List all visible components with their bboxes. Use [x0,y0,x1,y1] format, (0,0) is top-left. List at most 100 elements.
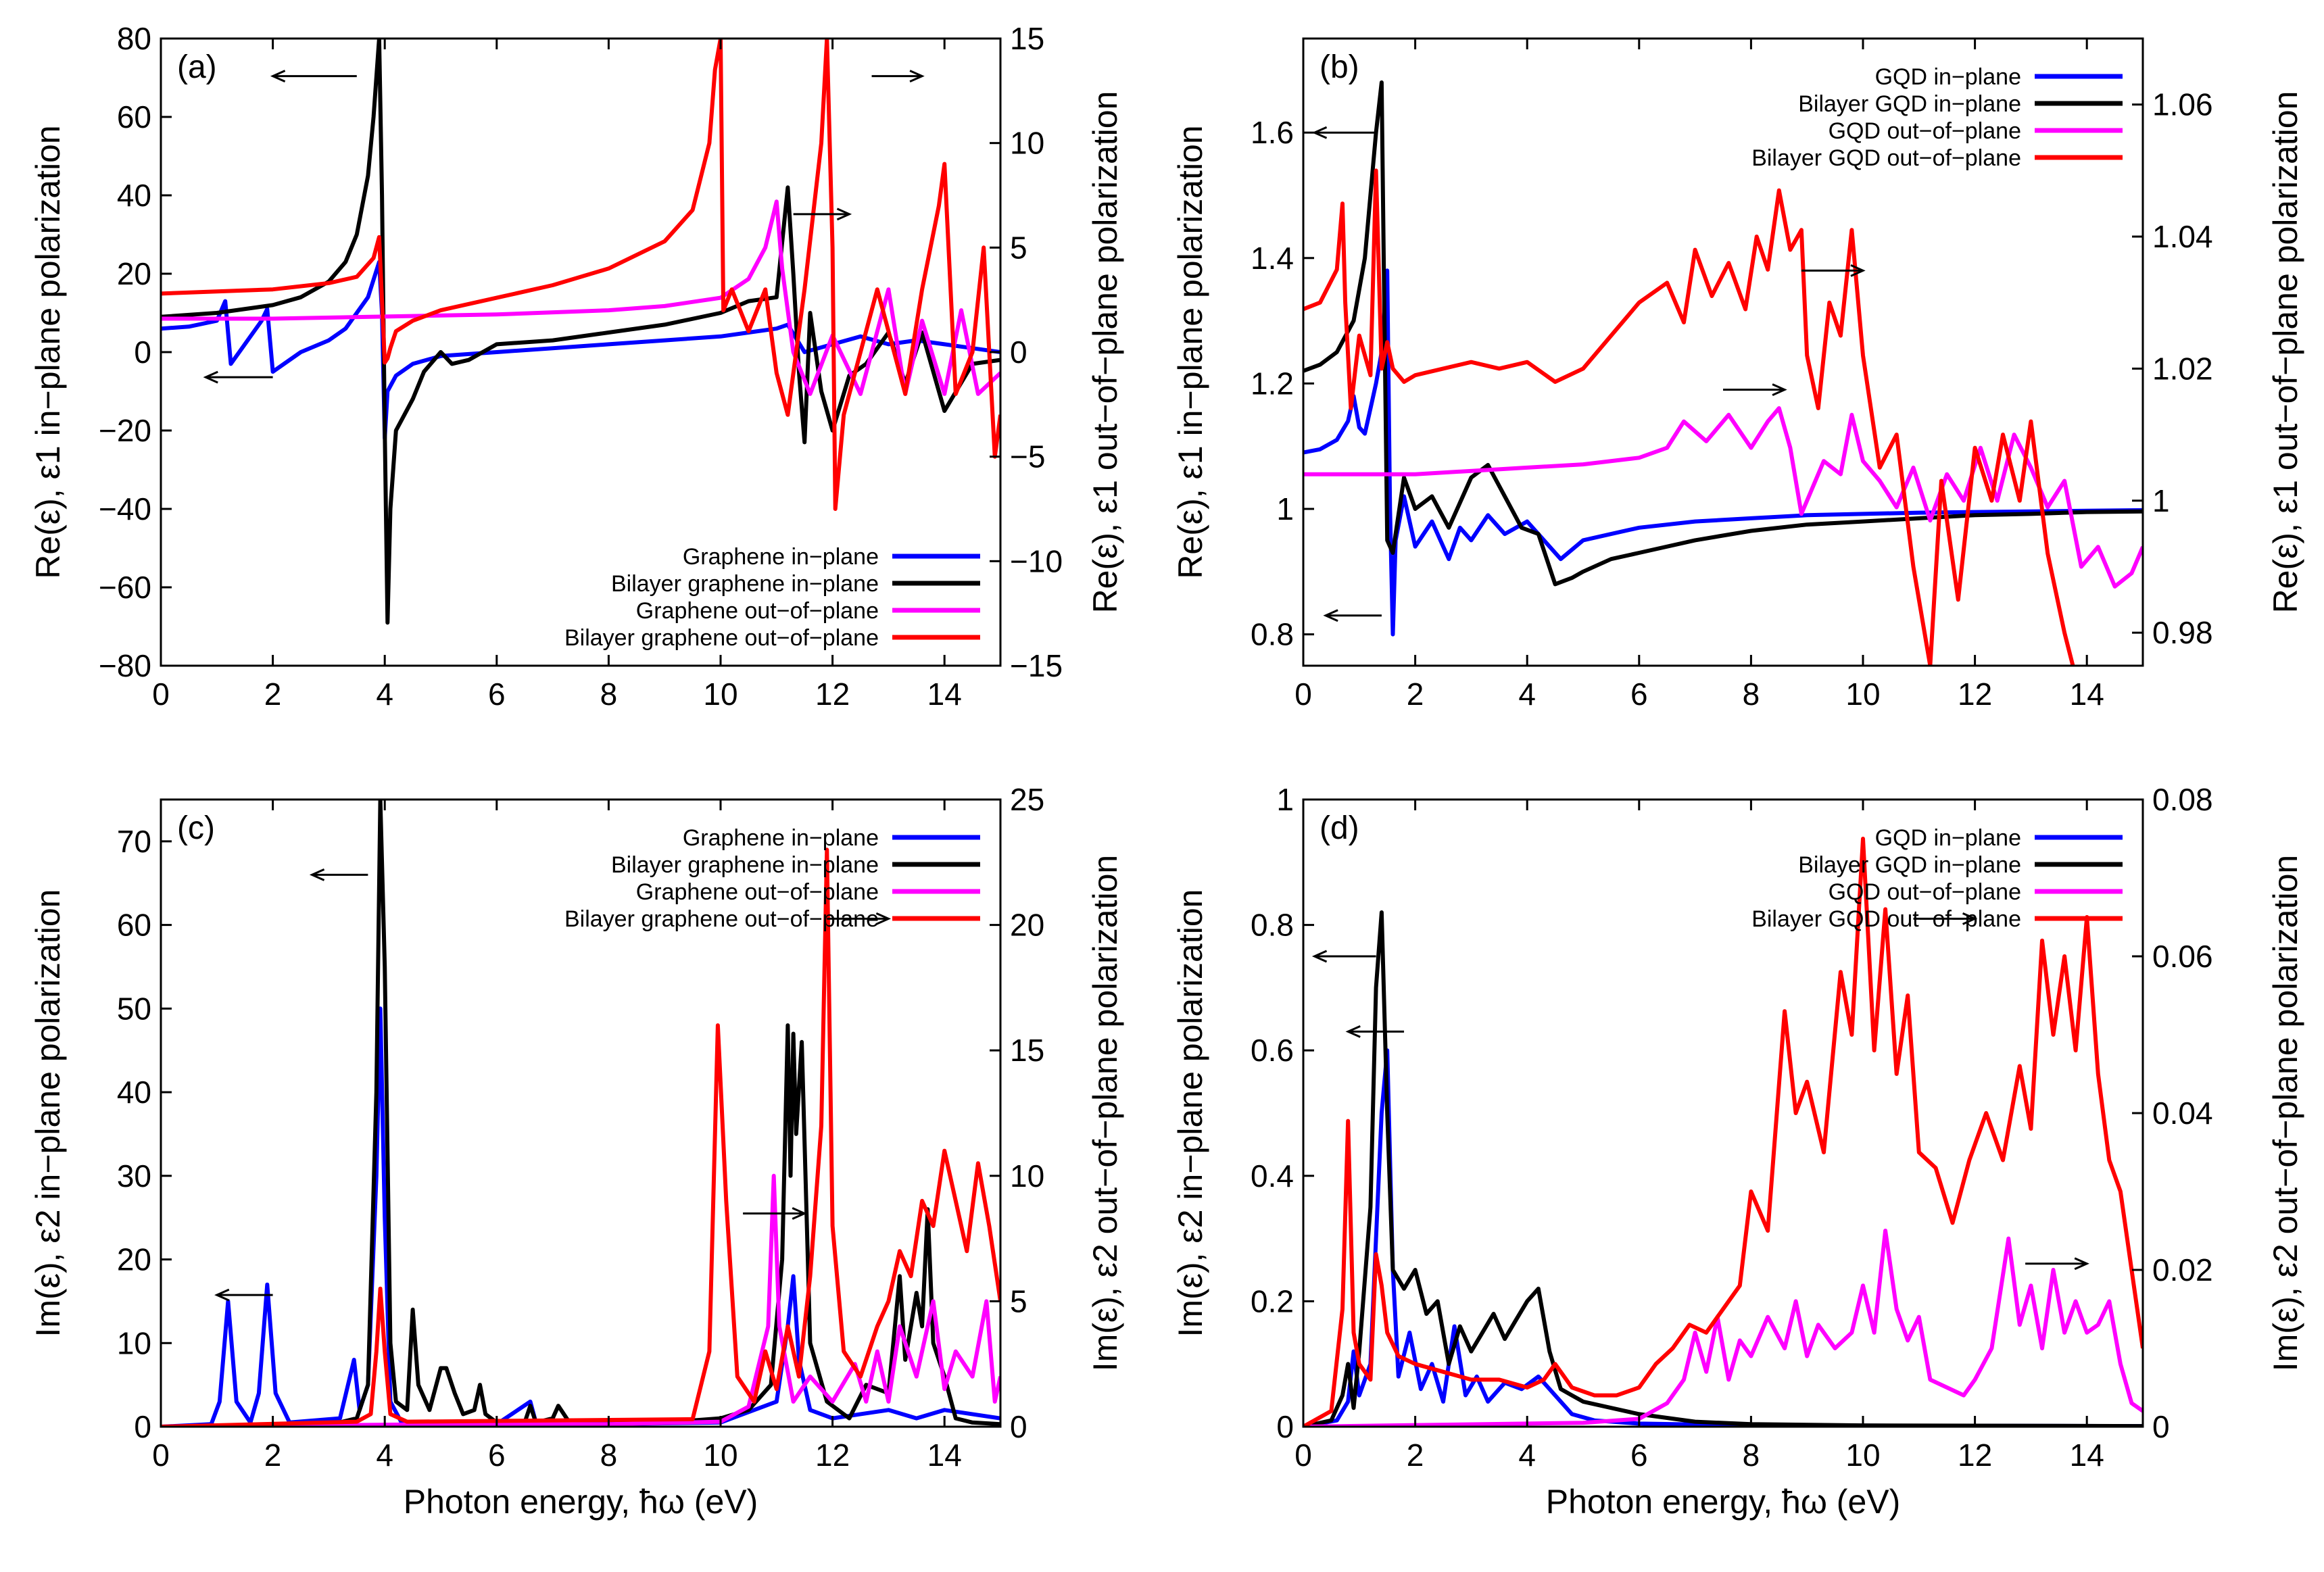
y2-tick-label: 0 [1010,1409,1027,1444]
legend-entry-label: GQD out−of−plane [1829,879,2021,905]
series-line-2 [1303,910,2143,1427]
y-axis-label: Im(ε), ε2 in−plane polarization [29,889,67,1337]
y-tick-label: 70 [117,824,151,859]
x-tick-label: 10 [1845,1438,1880,1473]
y-tick-label: 1 [1276,782,1294,817]
legend-entry-label: Graphene out−of−plane [636,879,879,905]
y2-tick-label: 10 [1010,126,1044,161]
x-tick-label: 2 [1407,1438,1424,1473]
plot-frame [160,798,1002,1428]
series-line-3 [1303,1229,2143,1427]
annotation-arrowhead [1962,912,1978,925]
y2-tick-label: 0 [2152,1409,2170,1444]
annotation-arrowhead [836,207,852,221]
y2-axis-label: Im(ε), ε2 out−of−plane polarization [1086,855,1124,1371]
y-tick-label: −40 [99,491,151,526]
x-axis-label: Photon energy, ħω (eV) [404,1483,758,1521]
x-tick-label: 6 [1630,1438,1648,1473]
series-line-1 [1303,1048,2143,1427]
y-tick-label: 80 [117,21,151,56]
series-group [1303,80,2143,666]
panel-label: (b) [1320,49,1359,85]
y-tick-label: 0 [134,1409,151,1444]
annotation-arrowhead [909,70,925,83]
x-tick-label: 12 [1958,677,1992,712]
annotation-arrowhead [1345,1025,1361,1038]
panel-b: 0 2 4 6 8 10 12 14 0.8 1 1.2 1.4 1.6 0.98 1 1.02 1.04 1.0… [1171,37,2304,712]
x-tick-label: 8 [600,677,618,712]
legend-entry-label: Bilayer GQD out−of−plane [1751,145,2021,171]
x-tick-label: 14 [2070,677,2104,712]
series-line-1 [1303,268,2143,637]
y-axis-label: Re(ε), ε1 in−plane polarization [1171,125,1209,579]
x-tick-label: 12 [815,1438,850,1473]
annotation-arrowhead [2074,1257,2089,1271]
y2-tick-label: 0.08 [2152,782,2213,817]
legend-entry-label: Bilayer GQD in−plane [1798,852,2021,878]
x-tick-label: 12 [1958,1438,1992,1473]
legend-entry-label: GQD in−plane [1875,64,2021,90]
y-tick-label: −80 [99,648,151,683]
legend-entry-label: Bilayer graphene out−of−plane [564,906,879,932]
annotation-arrowhead [1772,383,1787,397]
y2-tick-label: −10 [1010,543,1063,579]
y2-axis-label: Im(ε), ε2 out−of−plane polarization [2267,855,2304,1371]
y-tick-label: 1 [1276,491,1294,526]
y-tick-label: 20 [117,1242,151,1277]
x-tick-label: 0 [152,1438,170,1473]
x-tick-label: 14 [927,1438,962,1473]
legend-entry-label: GQD in−plane [1875,825,2021,851]
y-tick-label: 0 [134,335,151,370]
y2-tick-label: −5 [1010,439,1045,474]
annotation-arrowhead [214,1288,230,1302]
annotation-arrowhead [270,70,286,83]
x-tick-label: 14 [2070,1438,2104,1473]
legend-entry-label: Bilayer GQD in−plane [1798,91,2021,117]
panel-label: (a) [177,49,217,85]
x-tick-label: 6 [1630,677,1648,712]
x-tick-label: 10 [1845,677,1880,712]
annotation-arrowhead [1311,950,1328,963]
y-tick-label: 40 [117,1075,151,1110]
legend-entry-label: Bilayer graphene in−plane [611,571,879,597]
series-line-4 [161,848,1000,1427]
y2-tick-label: 1.06 [2152,87,2213,122]
y-tick-label: 20 [117,256,151,291]
y-tick-label: 0.6 [1251,1033,1294,1068]
series-line-2 [1303,80,2143,587]
x-tick-label: 8 [1743,1438,1760,1473]
annotation-arrowhead [875,912,892,925]
x-tick-label: 4 [1518,1438,1536,1473]
x-tick-label: 6 [488,677,506,712]
x-tick-label: 14 [927,677,962,712]
y-tick-label: 60 [117,99,151,134]
y-tick-label: 0.8 [1251,617,1294,652]
panel-label: (d) [1320,810,1359,846]
y2-axis-label: Re(ε), ε1 out−of−plane polarization [2267,91,2304,614]
x-tick-label: 0 [1294,1438,1312,1473]
annotation-arrowhead [309,868,325,881]
y2-tick-label: 5 [1010,1283,1027,1319]
y-tick-label: 1.2 [1251,366,1294,401]
y2-tick-label: 1 [2152,483,2170,518]
y2-tick-label: 0.02 [2152,1252,2213,1287]
x-tick-label: 4 [1518,677,1536,712]
legend-entry-label: Bilayer graphene out−of−plane [564,625,879,651]
y-tick-label: 30 [117,1158,151,1194]
series-group [161,39,1000,625]
x-tick-label: 0 [1294,677,1312,712]
series-line-4 [1303,837,2143,1427]
x-tick-label: 8 [1743,677,1760,712]
legend-entry-label: Bilayer GQD out−of−plane [1751,906,2021,932]
y2-tick-label: 10 [1010,1158,1044,1194]
y2-tick-label: 15 [1010,21,1044,56]
x-tick-label: 2 [1407,677,1424,712]
series-line-2 [161,39,1000,625]
series-line-4 [1303,168,2075,666]
plot-frame [1302,37,2144,667]
x-axis-label: Photon energy, ħω (eV) [1546,1483,1901,1521]
y-tick-label: 1.4 [1251,241,1294,276]
y2-tick-label: 0.04 [2152,1096,2213,1131]
y2-tick-label: 25 [1010,782,1044,817]
